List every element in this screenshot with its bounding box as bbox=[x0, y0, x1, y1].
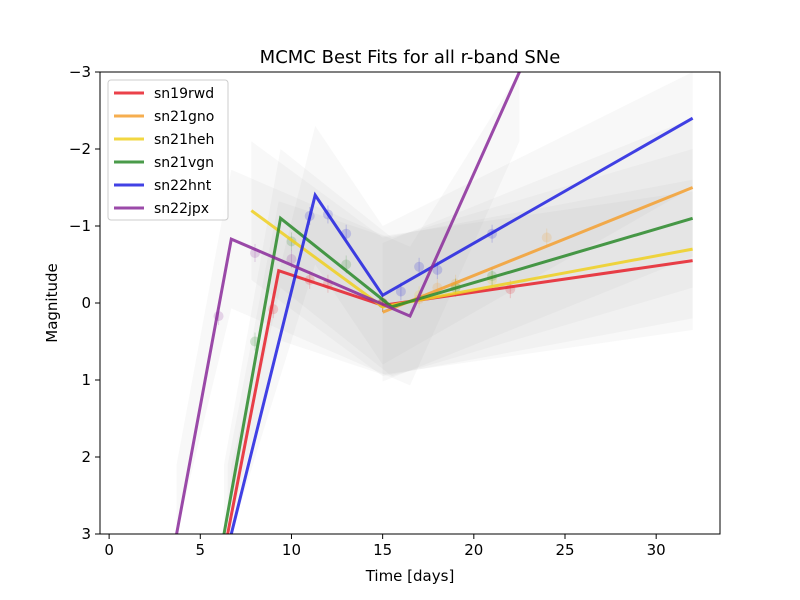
x-axis-label: Time [days] bbox=[365, 567, 455, 585]
x-tick-label: 10 bbox=[282, 541, 301, 559]
y-axis-label: Magnitude bbox=[43, 263, 61, 342]
y-tick-label: −3 bbox=[69, 63, 91, 81]
x-tick-label: 20 bbox=[464, 541, 483, 559]
legend-label-sn21heh: sn21heh bbox=[154, 132, 214, 148]
series-line-sn21gno bbox=[382, 186, 694, 314]
legend-label-sn19rwd: sn19rwd bbox=[154, 86, 214, 102]
observation-point bbox=[414, 261, 425, 272]
plot-area bbox=[175, 72, 694, 534]
y-tick-label: −1 bbox=[69, 217, 91, 235]
band-sn21heh bbox=[251, 141, 693, 377]
y-tick-label: 0 bbox=[81, 294, 91, 312]
observation-point bbox=[432, 264, 443, 275]
legend-label-sn21vgn: sn21vgn bbox=[154, 155, 214, 171]
series-line-sn21heh bbox=[250, 209, 693, 309]
observation-point bbox=[286, 254, 297, 265]
legend: sn19rwd sn21gno sn21heh sn21vgn sn22hnt sn22j… bbox=[107, 79, 229, 221]
series-line-sn19rwd bbox=[226, 259, 693, 534]
chart-title: MCMC Best Fits for all r-band SNe bbox=[260, 47, 561, 68]
band-sn22hnt bbox=[231, 72, 693, 534]
y-tick-label: −2 bbox=[69, 140, 91, 158]
y-tick-label: 1 bbox=[81, 371, 91, 389]
x-tick-label: 0 bbox=[104, 541, 114, 559]
x-tick-label: 15 bbox=[373, 541, 392, 559]
legend-label-sn22jpx: sn22jpx bbox=[154, 201, 209, 217]
series-line-sn21vgn bbox=[222, 215, 694, 534]
x-tick-label: 25 bbox=[555, 541, 574, 559]
y-tick-label: 3 bbox=[81, 525, 91, 543]
y-tick-label: 2 bbox=[81, 448, 91, 466]
legend-label-sn21gno: sn21gno bbox=[154, 109, 214, 125]
x-axis-ticks: 0 5 10 15 20 25 30 bbox=[104, 534, 666, 559]
band-sn21vgn bbox=[224, 149, 693, 534]
series-line-sn22jpx bbox=[175, 72, 521, 534]
x-tick-label: 5 bbox=[196, 541, 206, 559]
legend-label-sn22hnt: sn22hnt bbox=[154, 178, 212, 194]
uncertainty-bands bbox=[176, 72, 693, 534]
x-tick-label: 30 bbox=[647, 541, 666, 559]
y-axis-ticks: −3 −2 −1 0 1 2 3 bbox=[69, 63, 100, 543]
series-lines bbox=[175, 72, 694, 534]
observation-point bbox=[395, 286, 406, 297]
series-line-sn22hnt bbox=[229, 116, 694, 534]
band-sn22jpx bbox=[176, 72, 520, 534]
observation-point bbox=[541, 232, 552, 243]
